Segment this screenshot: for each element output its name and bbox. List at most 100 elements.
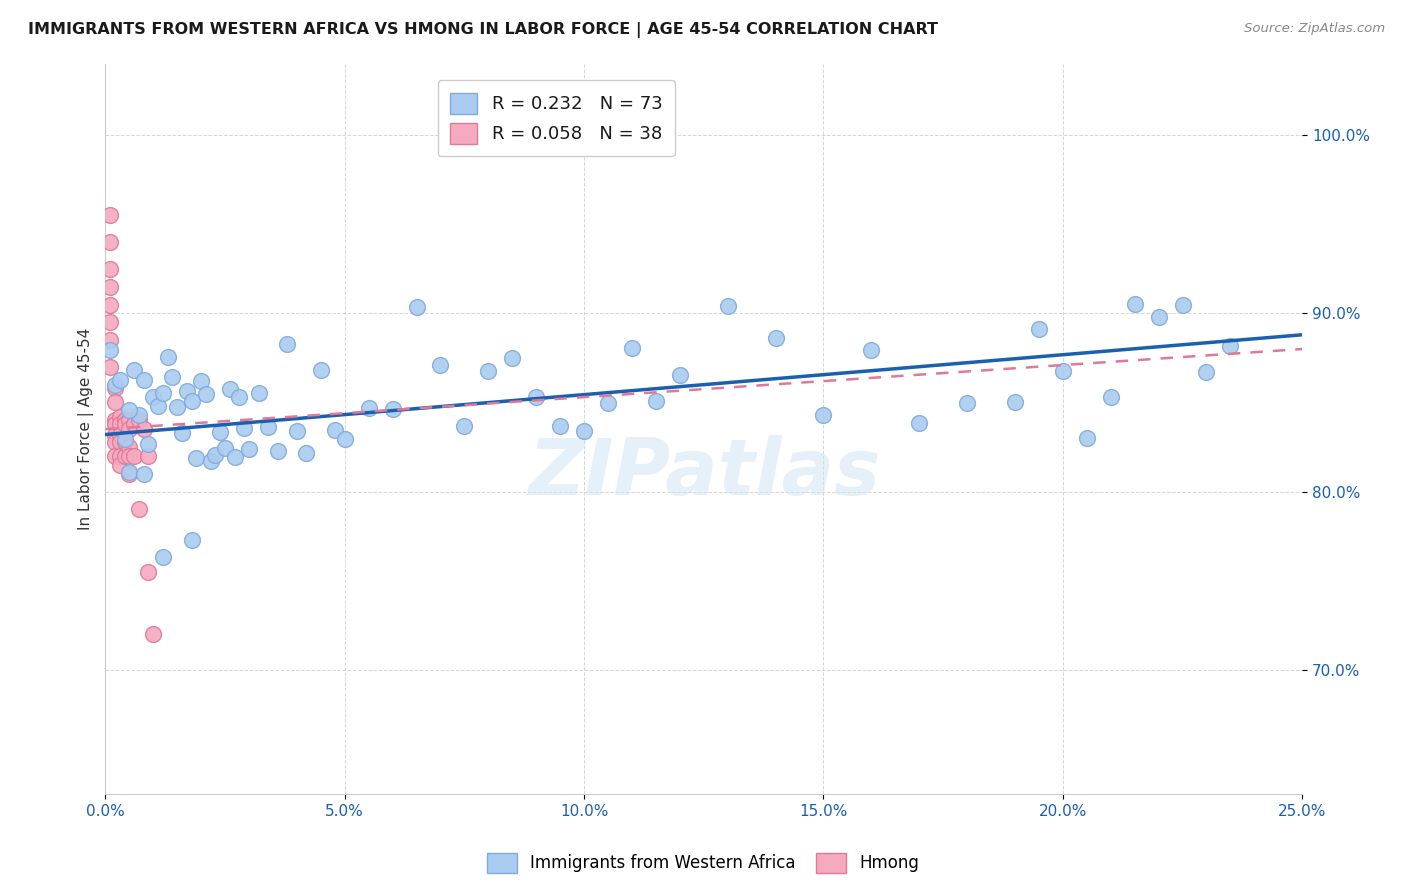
Point (180, 533, 202, 547)
Point (118, 440, 141, 454)
Point (501, 351, 523, 366)
Point (200, 453, 222, 467)
Point (247, 386, 270, 401)
Point (114, 434, 136, 449)
Point (669, 368, 692, 382)
Point (128, 409, 150, 423)
Point (108, 449, 131, 463)
Text: IMMIGRANTS FROM WESTERN AFRICA VS HMONG IN LABOR FORCE | AGE 45-54 CORRELATION C: IMMIGRANTS FROM WESTERN AFRICA VS HMONG … (28, 22, 938, 38)
Point (104, 377, 127, 392)
Point (194, 387, 217, 401)
Point (98, 261, 121, 276)
Point (142, 627, 165, 641)
Point (295, 445, 318, 459)
Point (108, 427, 131, 442)
Point (233, 421, 256, 435)
Point (104, 381, 127, 395)
Point (98, 235, 121, 249)
Point (108, 373, 131, 387)
Point (323, 423, 346, 437)
Point (138, 565, 160, 579)
Text: ZIPatlas: ZIPatlas (527, 435, 880, 511)
Point (132, 467, 155, 482)
Point (813, 408, 835, 422)
Point (357, 401, 380, 415)
Point (572, 424, 595, 438)
Point (645, 394, 668, 409)
Y-axis label: In Labor Force | Age 45-54: In Labor Force | Age 45-54 (79, 328, 94, 531)
Point (98, 343, 121, 358)
Point (98, 359, 121, 374)
Point (104, 417, 127, 431)
Point (118, 422, 141, 436)
Point (122, 449, 145, 463)
Point (1076, 431, 1098, 445)
Point (128, 413, 150, 427)
Point (118, 465, 141, 479)
Point (98, 315, 121, 329)
Point (108, 434, 131, 449)
Point (176, 384, 198, 398)
Point (122, 363, 145, 377)
Point (122, 417, 145, 431)
Point (620, 341, 643, 355)
Point (228, 390, 250, 404)
Point (596, 396, 619, 410)
Point (104, 413, 127, 427)
Point (860, 343, 883, 357)
Point (1195, 365, 1218, 379)
Point (956, 396, 979, 410)
Point (1171, 298, 1194, 312)
Point (180, 394, 202, 409)
Point (453, 418, 475, 433)
Point (98, 297, 121, 311)
Point (1147, 310, 1170, 325)
Point (162, 370, 184, 384)
Point (98, 333, 121, 347)
Point (152, 386, 174, 401)
Point (128, 502, 150, 516)
Point (765, 331, 787, 345)
Point (114, 413, 136, 427)
Point (142, 390, 165, 404)
Point (908, 416, 931, 430)
Point (405, 301, 427, 315)
Point (118, 413, 141, 427)
Point (333, 432, 356, 446)
Point (156, 350, 179, 364)
Point (477, 364, 499, 378)
Point (104, 449, 127, 463)
Point (114, 432, 136, 446)
Legend: Immigrants from Western Africa, Hmong: Immigrants from Western Africa, Hmong (481, 847, 925, 880)
Point (132, 422, 155, 436)
Point (170, 426, 193, 441)
Point (429, 358, 451, 372)
Point (524, 390, 547, 404)
Point (1004, 394, 1026, 409)
Point (309, 363, 332, 377)
Point (717, 299, 740, 313)
Point (98, 209, 121, 223)
Legend: R = 0.232   N = 73, R = 0.058   N = 38: R = 0.232 N = 73, R = 0.058 N = 38 (437, 80, 675, 156)
Point (1099, 390, 1122, 404)
Point (114, 449, 136, 463)
Point (285, 424, 308, 438)
Point (138, 436, 160, 450)
Point (104, 395, 127, 409)
Point (218, 382, 240, 396)
Point (1123, 297, 1146, 311)
Point (548, 419, 571, 434)
Point (132, 372, 155, 386)
Point (98, 279, 121, 293)
Point (108, 458, 131, 472)
Point (118, 403, 141, 417)
Point (276, 337, 298, 351)
Point (238, 442, 260, 457)
Point (118, 449, 141, 463)
Point (114, 417, 136, 431)
Point (108, 409, 131, 424)
Point (108, 417, 131, 431)
Point (209, 425, 232, 439)
Point (166, 400, 188, 414)
Point (1052, 363, 1074, 377)
